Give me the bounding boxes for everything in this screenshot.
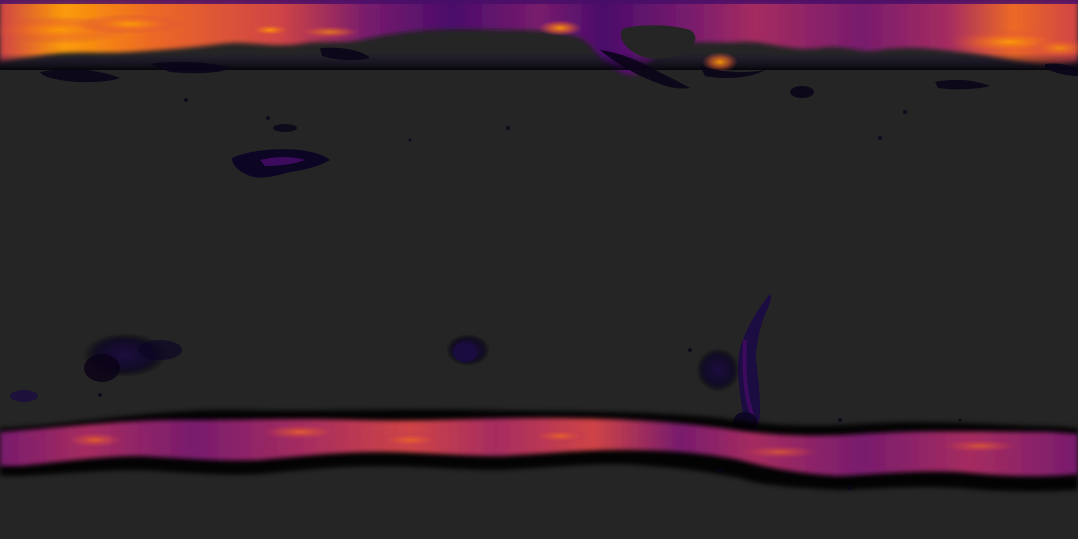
central-dark-region xyxy=(446,334,490,366)
inland-bay-region xyxy=(232,124,330,178)
southwest-dark-region xyxy=(10,333,182,402)
scattered-specks xyxy=(98,98,962,490)
northern-heat-band xyxy=(0,0,1078,75)
northern-dark-fringes xyxy=(40,47,1078,98)
southern-heat-band xyxy=(0,418,1078,477)
